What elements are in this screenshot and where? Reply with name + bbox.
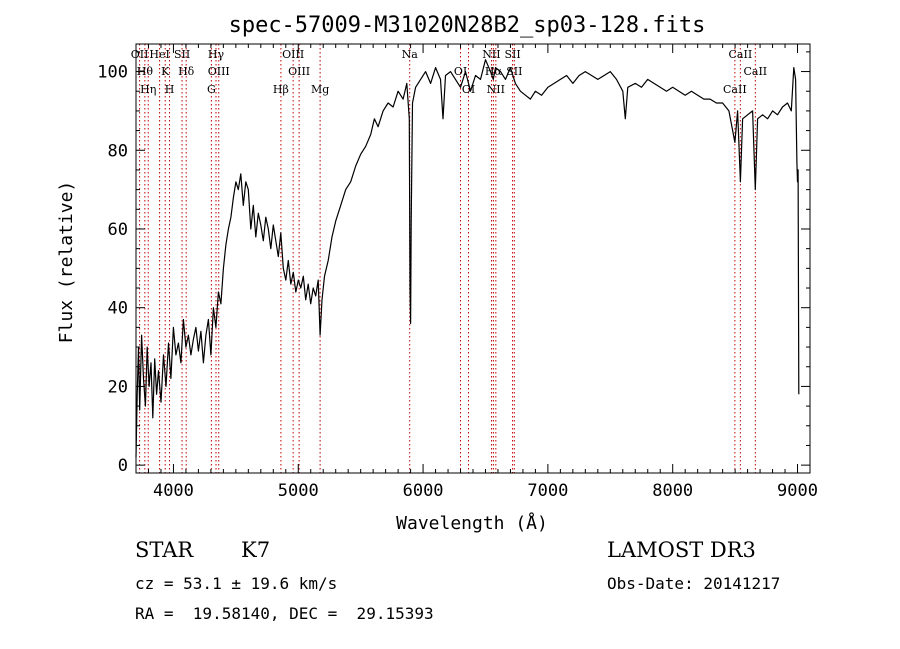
line-marker-label: SII xyxy=(504,48,520,61)
x-tick-label: 9000 xyxy=(777,481,818,501)
line-marker-label: SII xyxy=(506,65,522,78)
spectrum-line xyxy=(135,59,800,458)
line-marker-label: NII xyxy=(487,83,505,96)
line-marker-label: CaII xyxy=(723,83,747,96)
line-marker-label: OIII xyxy=(282,48,304,61)
line-marker-label: CaII xyxy=(743,65,767,78)
x-tick-label: 7000 xyxy=(527,481,568,501)
line-marker-label: OI xyxy=(454,65,467,78)
line-marker-label: OIII xyxy=(288,65,310,78)
line-marker-label: OI xyxy=(462,83,475,96)
y-tick-label: 100 xyxy=(97,63,128,83)
line-marker-label-layer: OIIHθHηHeIKHSIIHδGHγOIIIHβOIIIOIIIMgNaOI… xyxy=(131,48,767,96)
y-tick-label: 0 xyxy=(118,456,128,476)
line-marker-label: Mg xyxy=(311,83,329,96)
y-tick-label: 20 xyxy=(108,377,128,397)
line-marker-label: Hβ xyxy=(273,83,289,96)
line-marker-label: Hη xyxy=(140,83,156,96)
line-marker-label: K xyxy=(161,65,170,78)
line-marker-label: CaII xyxy=(729,48,753,61)
object-subclass: K7 xyxy=(241,538,271,562)
coordinates: RA = 19.58140, DEC = 29.15393 xyxy=(135,604,434,623)
redshift-velocity: cz = 53.1 ± 19.6 km/s xyxy=(135,574,338,593)
plot-frame xyxy=(135,43,811,474)
x-axis-label: Wavelength (Å) xyxy=(396,512,548,534)
object-class: STAR xyxy=(135,538,194,562)
line-marker-label: OIII xyxy=(208,65,230,78)
line-marker-label: NII xyxy=(482,48,500,61)
line-marker-layer xyxy=(139,44,756,473)
y-axis-label: Flux (relative) xyxy=(56,181,77,344)
line-marker-label: G xyxy=(207,83,216,96)
line-marker-label: HeI xyxy=(149,48,169,61)
observation-date: Obs-Date: 20141217 xyxy=(607,574,781,593)
line-marker-label: H xyxy=(165,83,175,96)
y-tick-label: 40 xyxy=(108,299,128,319)
line-marker-label: SII xyxy=(174,48,190,61)
line-marker-label: Hγ xyxy=(208,48,225,61)
survey-name: LAMOST DR3 xyxy=(607,538,756,562)
axes-layer: 4000 5000 6000 7000 8000 9000 0 20 40 60 80 100 xyxy=(97,43,818,501)
y-tick-label: 80 xyxy=(108,141,128,161)
chart-title: spec-57009-M31020N28B2_sp03-128.fits xyxy=(229,13,706,38)
line-marker-label: Na xyxy=(402,48,419,61)
y-tick-label: 60 xyxy=(108,220,128,240)
x-tick-label: 5000 xyxy=(278,481,319,501)
line-marker-label: Hδ xyxy=(178,65,195,78)
line-marker-label: OII xyxy=(131,48,149,61)
line-marker-label: Hθ xyxy=(137,65,154,78)
spectrum-layer xyxy=(135,59,800,458)
x-tick-label: 4000 xyxy=(153,481,194,501)
x-tick-label: 6000 xyxy=(403,481,444,501)
x-tick-label: 8000 xyxy=(652,481,693,501)
line-marker-label: Hα xyxy=(485,65,503,78)
